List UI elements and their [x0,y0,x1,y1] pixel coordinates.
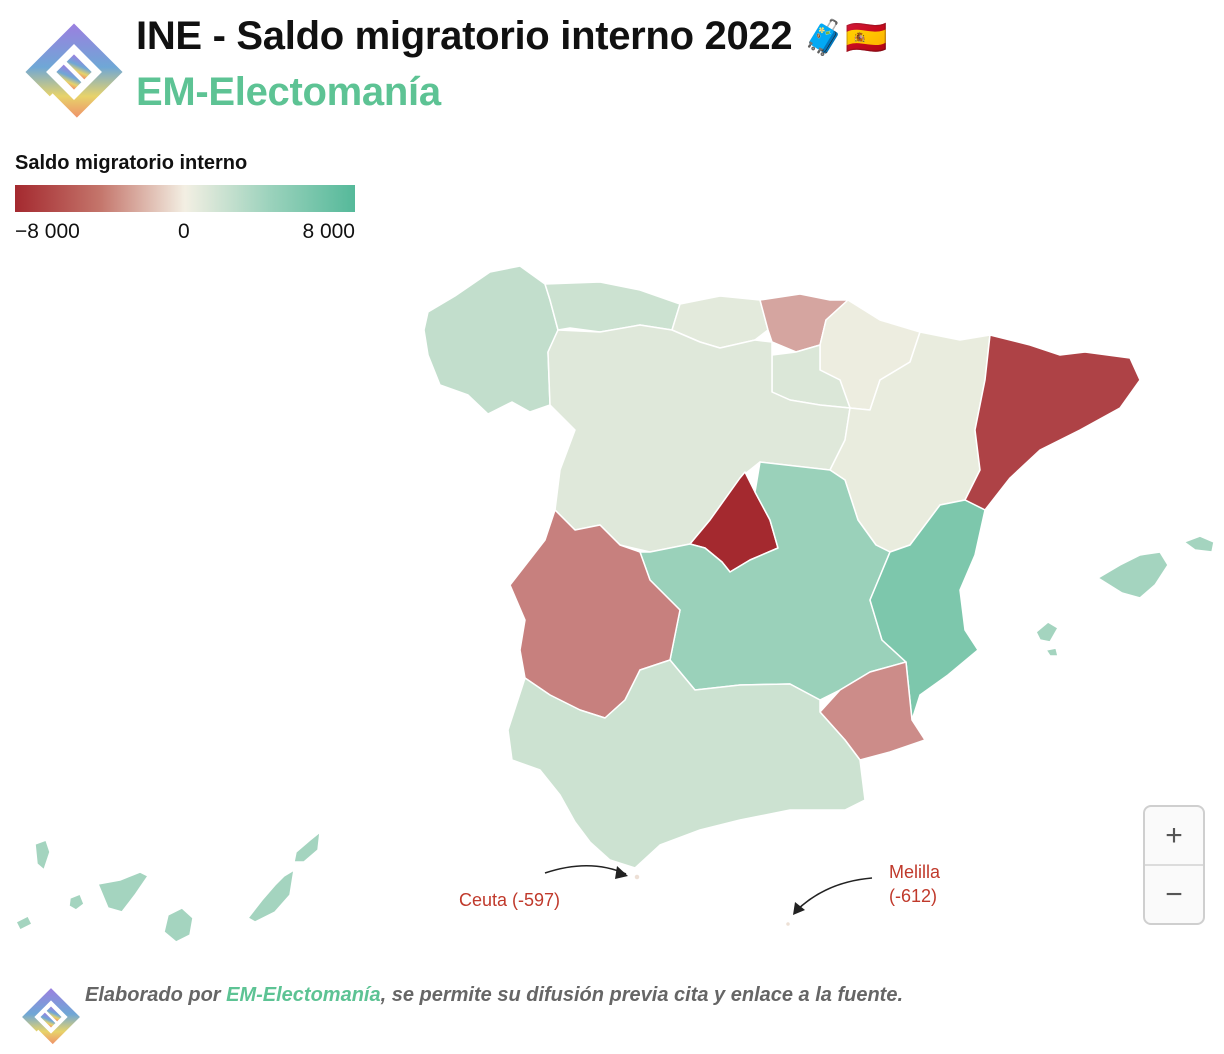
legend-gradient-bar [15,185,355,212]
region-baleares-formentera[interactable] [1045,647,1059,657]
melilla-name: Melilla [889,862,941,882]
region-galicia[interactable] [423,265,559,415]
melilla-arrowhead [793,902,805,915]
region-baleares-ibiza[interactable] [1035,621,1059,643]
footer-prefix: Elaborado por [85,984,227,1006]
legend-tick-max: 8 000 [302,220,355,243]
footer-credit: Elaborado por EM-Electomanía, se permite… [85,984,903,1007]
page-subtitle: EM-Electomanía [136,70,441,114]
region-canarias-fuerteventura[interactable] [247,869,295,923]
region-baleares-menorca[interactable] [1183,535,1215,553]
region-andalucia[interactable] [507,659,866,869]
region-canarias-lapalma[interactable] [34,839,51,871]
ceuta-label: Ceuta (-597) [459,890,561,910]
suitcase-flag-emoji: 🧳🇪🇸 [803,19,888,57]
spain-choropleth-map [15,265,1215,943]
legend-tick-min: −8 000 [15,220,80,243]
region-canarias-lanzarote[interactable] [293,831,321,863]
zoom-controls: + − [1143,805,1205,925]
region-canarias-hierro[interactable] [15,915,33,931]
region-valencia[interactable] [869,499,986,721]
zoom-out-button[interactable]: − [1165,877,1183,911]
footer-logo [22,988,80,1048]
color-legend: Saldo migratorio interno −8 000 0 8 000 [15,152,355,248]
ceuta-arrow [544,864,627,875]
legend-ticks: −8 000 0 8 000 [15,220,355,248]
legend-tick-zero: 0 [178,220,190,243]
region-cataluna[interactable] [964,334,1141,511]
page-title: INE - Saldo migratorio interno 2022 🧳🇪🇸 [136,14,888,59]
region-murcia[interactable] [819,661,926,761]
legend-title: Saldo migratorio interno [15,152,248,174]
footer-brand-link[interactable]: EM-Electomanía [226,984,381,1006]
region-baleares-mallorca[interactable] [1097,551,1169,599]
region-melilla[interactable] [784,920,792,928]
melilla-value: (-612) [889,886,938,906]
region-canarias-grancanaria[interactable] [163,907,194,943]
melilla-label: Melilla (-612) [889,860,940,908]
ceuta-arrowhead [615,866,628,879]
footer-suffix: , se permite su difusión previa cita y e… [380,984,904,1006]
title-text: INE - Saldo migratorio interno 2022 [136,14,793,58]
region-canarias-gomera[interactable] [68,893,85,911]
melilla-arrow [794,877,873,913]
region-asturias[interactable] [544,281,681,333]
region-ceuta[interactable] [633,873,641,881]
region-canarias-tenerife[interactable] [97,871,149,913]
zoom-in-button[interactable]: + [1145,807,1203,866]
em-logo [25,23,123,124]
